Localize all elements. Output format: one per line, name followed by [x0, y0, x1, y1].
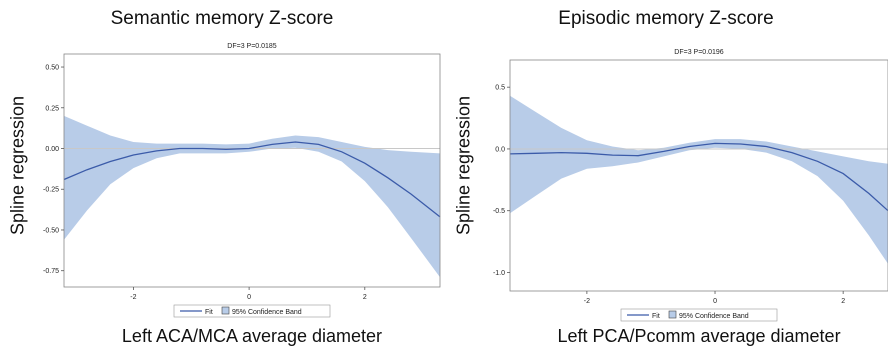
y-tick-label: -0.25 — [43, 187, 59, 194]
y-tick-label: 0.5 — [495, 85, 505, 92]
y-tick-label: 0.25 — [45, 105, 59, 112]
chart-title: Episodic memory Z-score — [558, 8, 774, 29]
chart-plot-episodic: 0.5 0.0 -0.5 -1.0 -2 0 2 DF=3 P=0.0196 Fit 95% Co… — [493, 49, 888, 322]
legend-band-label: 95% Confidence Band — [679, 313, 749, 320]
x-tick-label: 2 — [841, 298, 845, 305]
fit-line — [509, 142, 888, 212]
y-tick-label: 0.0 — [495, 146, 505, 153]
legend: Fit 95% Confidence Band — [173, 304, 331, 318]
chart-plot-semantic: 0.50 0.25 0.00 -0.25 -0.50 -0.75 -2 0 2 DF=3 P=0.… — [43, 43, 441, 318]
y-tick-label: 0.00 — [45, 146, 59, 153]
x-tick-label: -2 — [584, 298, 590, 305]
chart-panel-semantic: Semantic memory Z-score Spline regressio… — [8, 8, 441, 346]
chart-subtitle: DF=3 P=0.0185 — [227, 43, 277, 50]
x-axis-label: Left PCA/Pcomm average diameter — [557, 326, 841, 346]
x-tick-label: -2 — [130, 294, 136, 301]
legend-band-label: 95% Confidence Band — [232, 309, 302, 316]
legend-band-swatch — [668, 310, 677, 319]
y-tick-label: -0.50 — [43, 227, 59, 234]
plot-frame — [63, 53, 441, 288]
fit-line — [63, 141, 441, 218]
legend-box — [620, 308, 778, 322]
confidence-band — [64, 115, 440, 278]
y-tick-label: -0.75 — [43, 268, 59, 275]
x-tick-label: 0 — [713, 298, 717, 305]
chart-panel-episodic: Episodic memory Z-score Spline regressio… — [444, 0, 888, 356]
chart-subtitle: DF=3 P=0.0196 — [674, 49, 724, 56]
legend-fit-label: Fit — [205, 309, 213, 316]
x-tick-label: 0 — [247, 294, 251, 301]
legend: Fit 95% Confidence Band — [620, 308, 778, 322]
x-tick-label: 2 — [363, 294, 367, 301]
chart-title: Semantic memory Z-score — [110, 8, 334, 29]
legend-fit-label: Fit — [652, 313, 660, 320]
y-tick-label: -0.5 — [493, 208, 505, 215]
plot-frame — [509, 59, 888, 292]
y-tick-label: 0.50 — [45, 65, 59, 72]
legend-box — [173, 304, 331, 318]
x-axis-label: Left ACA/MCA average diameter — [121, 326, 383, 346]
legend-band-swatch — [221, 306, 230, 315]
confidence-band — [510, 95, 888, 264]
y-tick-label: -1.0 — [493, 270, 505, 277]
